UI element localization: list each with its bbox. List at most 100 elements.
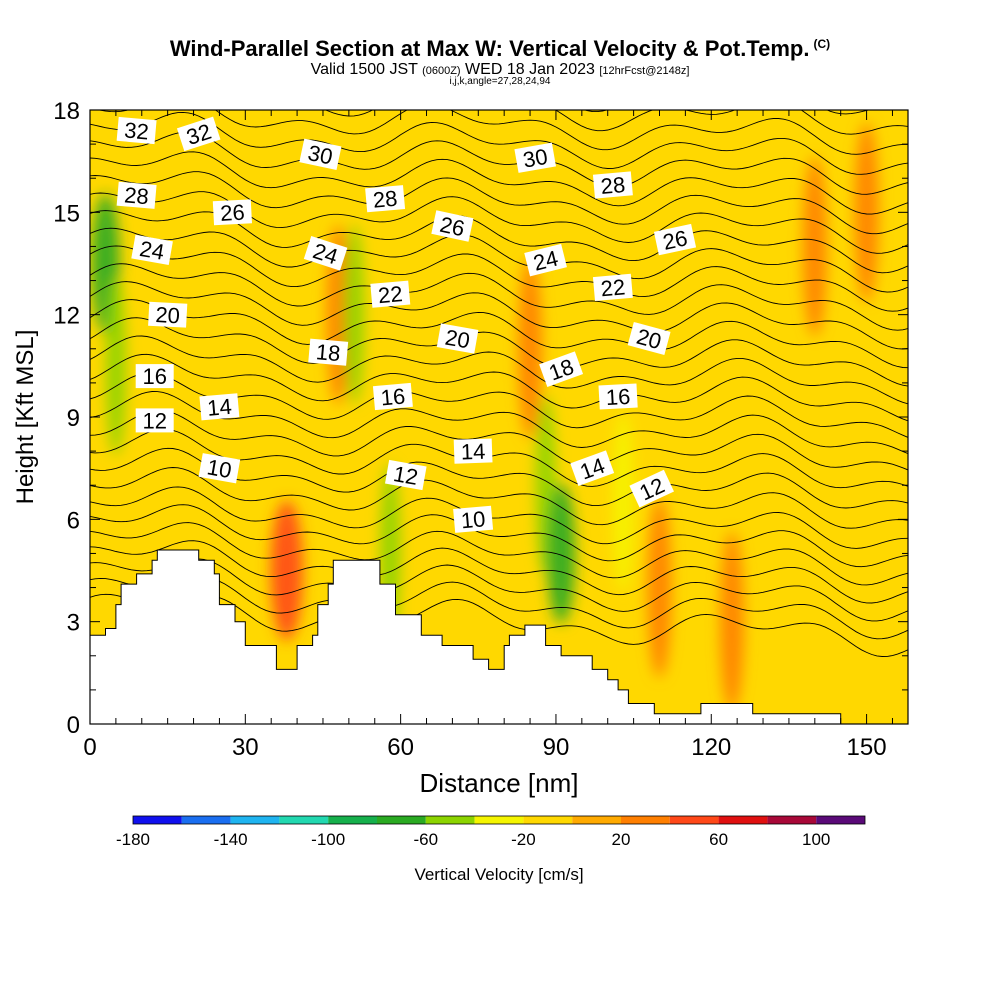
contour-label-text: 16 xyxy=(142,364,166,389)
colorbar-swatch-1 xyxy=(181,816,231,824)
contour-label-text: 10 xyxy=(205,454,233,483)
theta-contour-14 xyxy=(90,409,908,471)
contour-label-text: 12 xyxy=(391,461,419,490)
w-feature-2 xyxy=(270,500,303,641)
colorbar-swatch-5 xyxy=(377,816,426,824)
contour-label-4: 28 xyxy=(116,181,157,209)
contour-label-text: 28 xyxy=(600,172,627,199)
contour-label-text: 26 xyxy=(438,212,467,242)
colorbar-swatch-2 xyxy=(230,816,280,824)
contour-label-0: 32 xyxy=(116,116,157,145)
colorbar-tick-label: 20 xyxy=(612,830,631,849)
x-tick-label: 90 xyxy=(543,734,570,761)
x-tick-label: 60 xyxy=(387,734,414,761)
theta-contour-11 xyxy=(90,467,908,529)
colorbar-swatch-9 xyxy=(572,816,621,824)
w-feature-4 xyxy=(344,224,365,405)
w-feature-6 xyxy=(518,258,543,439)
contour-label-22: 16 xyxy=(598,383,638,410)
theta-contour-15 xyxy=(90,391,908,455)
contour-label-text: 28 xyxy=(123,182,150,209)
colorbar-swatch-10 xyxy=(621,816,670,824)
y-tick-label: 18 xyxy=(53,98,80,125)
colorbar-swatch-13 xyxy=(767,816,817,824)
colorbar-swatch-14 xyxy=(816,816,865,824)
theta-contour-27 xyxy=(90,171,908,235)
colorbar-tick-label: -180 xyxy=(116,830,150,849)
contour-label-18: 18 xyxy=(308,338,349,366)
contour-label-text: 22 xyxy=(377,281,404,308)
contour-label-text: 14 xyxy=(460,439,485,465)
contour-label-8: 26 xyxy=(431,210,474,242)
contour-label-2: 30 xyxy=(299,138,342,170)
contour-label-12: 24 xyxy=(524,243,567,277)
contour-label-26: 12 xyxy=(135,408,174,433)
contour-label-16: 20 xyxy=(436,323,479,354)
theta-contour-24 xyxy=(90,227,908,293)
colorbar-tick-label: -140 xyxy=(214,830,248,849)
contour-label-30: 10 xyxy=(453,505,494,533)
y-axis-label: Height [Kft MSL] xyxy=(12,330,39,505)
theta-contour-33 xyxy=(583,110,871,115)
colorbar-tick-label: -20 xyxy=(511,830,536,849)
axes: 0 30 60 90 120 150 0 3 6 9 12 15 18 Distance [nm] Heig… xyxy=(12,98,909,798)
x-tick-label: 120 xyxy=(691,734,731,761)
colorbar-label: Vertical Velocity [cm/s] xyxy=(414,865,583,884)
contour-label-17: 20 xyxy=(627,321,671,356)
contour-label-23: 14 xyxy=(199,393,240,421)
contour-label-text: 28 xyxy=(372,186,399,213)
x-tick-label: 150 xyxy=(847,734,887,761)
w-feature-8 xyxy=(547,483,576,624)
theta-contour-20 xyxy=(90,299,908,369)
chart-subtitle: Valid 1500 JST (0600Z) WED 18 Jan 2023 [… xyxy=(310,61,690,78)
y-tick-label: 3 xyxy=(67,610,80,637)
colorbar-swatch-3 xyxy=(279,816,329,824)
y-tick-label: 9 xyxy=(67,405,80,432)
theta-contour-17 xyxy=(90,353,908,422)
theta-contour-26 xyxy=(90,191,908,254)
w-feature-12 xyxy=(802,156,827,337)
contour-label-27: 12 xyxy=(385,459,427,491)
colorbar: -180 -140 -100 -60 -20 20 60 100 Vertical Veloci… xyxy=(116,815,866,884)
contour-label-29: 10 xyxy=(198,453,241,484)
contour-label-text: 18 xyxy=(315,339,342,366)
contour-label-10: 24 xyxy=(131,234,173,266)
theta-contour-8 xyxy=(90,522,908,586)
colorbar-tick-label: -100 xyxy=(311,830,345,849)
colorbar-swatch-8 xyxy=(523,816,573,824)
contour-label-text: 12 xyxy=(142,408,166,433)
contour-label-text: 16 xyxy=(380,383,407,410)
colorbar-swatch-0 xyxy=(133,816,182,824)
contour-label-text: 24 xyxy=(531,245,561,275)
theta-contour-31 xyxy=(97,110,908,155)
contour-label-14: 22 xyxy=(592,273,633,301)
contour-label-9: 26 xyxy=(653,223,697,256)
theta-contour-4 xyxy=(90,593,908,657)
theta-contour-18 xyxy=(90,335,908,405)
theta-contour-34 xyxy=(90,35,908,93)
x-tick-label: 0 xyxy=(83,734,96,761)
contour-label-6: 28 xyxy=(592,171,633,199)
contour-label-text: 10 xyxy=(460,506,487,533)
theta-contour-9 xyxy=(90,504,908,568)
contour-label-text: 20 xyxy=(155,302,181,328)
y-tick-label: 12 xyxy=(53,303,80,330)
colorbar-tick-label: 100 xyxy=(802,830,830,849)
contour-label-13: 22 xyxy=(370,280,411,308)
colorbar-tick-label: -60 xyxy=(414,830,439,849)
contour-label-text: 14 xyxy=(206,394,233,421)
contour-label-text: 30 xyxy=(306,140,335,170)
theta-contour-29 xyxy=(90,131,908,195)
chart-indices: i,j,k,angle=27,28,24,94 xyxy=(449,76,551,87)
y-tick-label: 0 xyxy=(67,712,80,739)
y-tick-label: 6 xyxy=(67,507,80,534)
contour-label-text: 26 xyxy=(220,200,246,226)
contour-label-21: 16 xyxy=(372,382,413,411)
theta-contour-10 xyxy=(90,486,908,549)
theta-contour-28 xyxy=(90,151,908,215)
contour-label-5: 28 xyxy=(365,185,406,213)
contour-label-text: 22 xyxy=(600,274,627,301)
theta-contour-30 xyxy=(90,111,908,175)
